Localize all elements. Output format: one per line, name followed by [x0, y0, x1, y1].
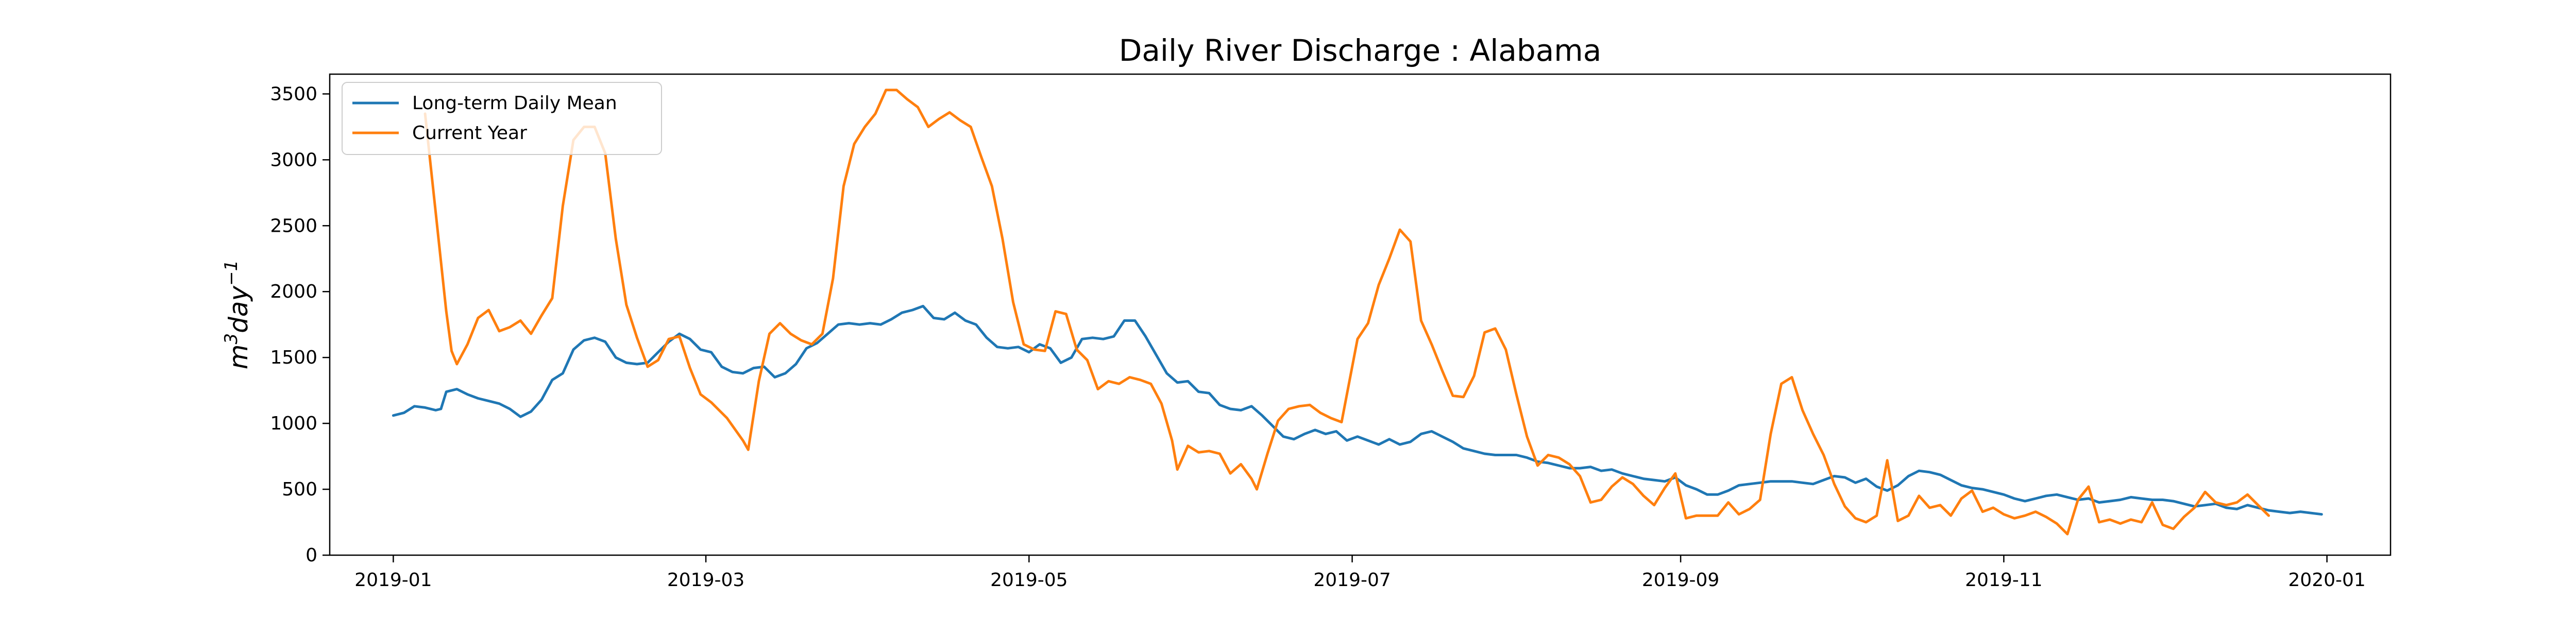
plot-frame [329, 73, 2392, 556]
x-tick-label: 2019-05 [990, 570, 1067, 591]
y-tick-label: 3000 [270, 149, 317, 170]
y-tick-label: 2000 [270, 281, 317, 302]
y-label-exp1: 3 [221, 333, 242, 345]
tick-layer: 0 500 1000 1500 2000 2500 3000 3500 2019-01 2019-… [270, 83, 2365, 591]
y-label-exp2: −1 [221, 260, 242, 286]
y-tick-label: 500 [282, 479, 317, 500]
y-tick-label: 1500 [270, 347, 317, 368]
x-tick-label: 2019-07 [1313, 570, 1391, 591]
y-label-base: m [224, 345, 253, 370]
y-tick-label: 1000 [270, 413, 317, 434]
legend-label-current-year: Current Year [412, 123, 527, 144]
legend-label-long-term-mean: Long-term Daily Mean [412, 93, 617, 114]
legend: Long-term Daily Mean Current Year [342, 82, 662, 155]
x-tick-label: 2019-01 [354, 570, 432, 591]
y-axis-label: m3day−1 [221, 260, 253, 369]
legend-box [342, 82, 662, 155]
series-line-0 [392, 304, 2323, 516]
x-tick-label: 2019-11 [1965, 570, 2042, 591]
y-tick-label: 0 [306, 545, 317, 566]
y-tick-label: 2500 [270, 215, 317, 236]
y-tick-label: 3500 [270, 83, 317, 105]
series-line-1 [423, 89, 2270, 536]
series-layer [392, 89, 2323, 536]
x-tick-label: 2020-01 [2288, 570, 2365, 591]
y-label-mid: day [224, 285, 253, 333]
x-tick-label: 2019-03 [667, 570, 744, 591]
chart-title: Daily River Discharge : Alabama [1119, 33, 1602, 68]
x-tick-label: 2019-09 [1642, 570, 1719, 591]
